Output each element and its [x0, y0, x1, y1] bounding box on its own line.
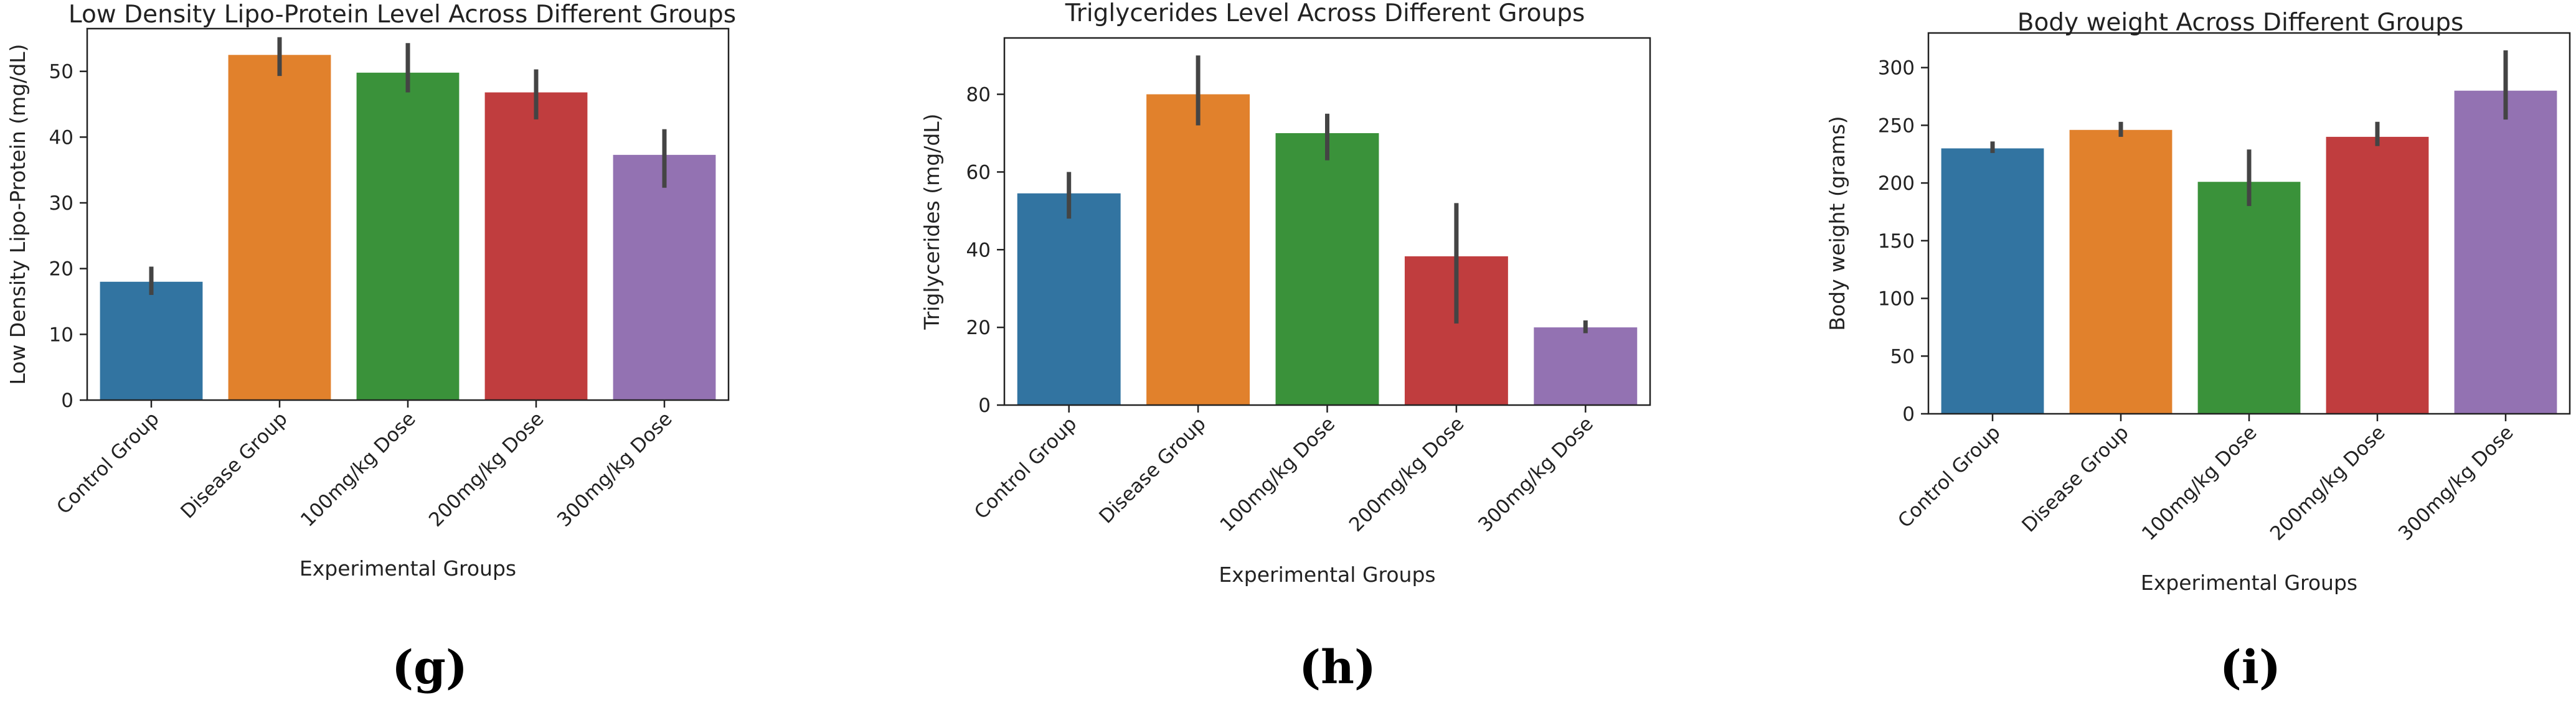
- bar-100mg-kg-dose: [1275, 133, 1379, 406]
- x-tick-label: Control Group: [970, 413, 1081, 523]
- y-tick-label: 50: [49, 61, 73, 83]
- bar-200mg-kg-dose: [484, 92, 588, 400]
- bar-300mg-kg-dose: [1534, 327, 1638, 405]
- y-tick-label: 100: [1878, 288, 1915, 310]
- y-tick-label: 30: [49, 192, 73, 215]
- y-tick-label: 150: [1878, 230, 1915, 253]
- y-tick-label: 200: [1878, 172, 1915, 195]
- y-tick-label: 0: [61, 390, 73, 412]
- x-tick-label: Control Group: [52, 408, 163, 518]
- chart-title: Triglycerides Level Across Different Gro…: [1065, 0, 1585, 27]
- y-axis-label: Triglycerides (mg/dL): [920, 113, 944, 330]
- y-tick-label: 0: [978, 395, 991, 417]
- y-tick-label: 20: [49, 258, 73, 281]
- y-tick-label: 20: [966, 317, 991, 339]
- x-axis-label: Experimental Groups: [1219, 563, 1435, 587]
- x-tick-label: 300mg/kg Dose: [2394, 421, 2518, 545]
- panel-label: (i): [2220, 641, 2281, 694]
- y-tick-label: 0: [1902, 403, 1915, 426]
- chart-panel-2: 0 20 40 60 80 Control Group Disease Group 100mg…: [920, 0, 1651, 694]
- y-tick-label: 60: [966, 161, 991, 184]
- chart-panel-1: 0 10 20 30 40 50 Control Group Disease Group 100…: [6, 1, 736, 694]
- bar-disease-group: [228, 55, 331, 400]
- y-axis-label: Body weight (grams): [1825, 116, 1849, 330]
- chart-panel-3: 0 50 100 150 200 250 300 Control Group Disease G…: [1825, 9, 2571, 694]
- bar-control-group: [1941, 148, 2044, 414]
- bar-disease-group: [1146, 94, 1250, 405]
- y-tick-label: 250: [1878, 114, 1915, 137]
- x-tick-label: 300mg/kg Dose: [553, 408, 677, 531]
- y-tick-label: 80: [966, 84, 991, 106]
- y-axis-label: Low Density Lipo-Protein (mg/dL): [6, 44, 30, 385]
- y-tick-label: 40: [966, 239, 991, 261]
- x-tick-label: 200mg/kg Dose: [2266, 421, 2390, 545]
- x-tick-label: 100mg/kg Dose: [296, 408, 420, 531]
- bar-300mg-kg-dose: [2454, 90, 2557, 414]
- y-tick-label: 300: [1878, 57, 1915, 80]
- chart-title: Body weight Across Different Groups: [2017, 9, 2464, 37]
- x-axis-label: Experimental Groups: [2141, 571, 2357, 595]
- x-tick-label: Control Group: [1894, 421, 2004, 532]
- bar-100mg-kg-dose: [2197, 182, 2301, 414]
- y-tick-label: 50: [1890, 345, 1915, 368]
- x-tick-label: Disease Group: [176, 408, 291, 523]
- bar-disease-group: [2069, 129, 2173, 414]
- x-tick-label: 100mg/kg Dose: [1215, 413, 1339, 536]
- bar-300mg-kg-dose: [613, 154, 716, 400]
- x-tick-label: Disease Group: [2017, 421, 2133, 536]
- x-tick-label: 200mg/kg Dose: [425, 408, 549, 531]
- x-tick-label: 300mg/kg Dose: [1474, 413, 1598, 536]
- chart-title: Low Density Lipo-Protein Level Across Di…: [68, 1, 736, 29]
- bar-100mg-kg-dose: [356, 72, 460, 401]
- y-tick-label: 10: [49, 324, 73, 346]
- x-tick-label: 200mg/kg Dose: [1345, 413, 1469, 536]
- x-tick-label: Disease Group: [1095, 413, 1210, 528]
- bar-control-group: [1017, 193, 1121, 405]
- x-axis-label: Experimental Groups: [300, 556, 516, 581]
- bar-control-group: [100, 281, 203, 400]
- y-tick-label: 40: [49, 126, 73, 149]
- bar-200mg-kg-dose: [2326, 136, 2429, 414]
- panel-label: (h): [1299, 641, 1376, 694]
- x-tick-label: 100mg/kg Dose: [2138, 421, 2262, 545]
- panel-label: (g): [392, 641, 468, 694]
